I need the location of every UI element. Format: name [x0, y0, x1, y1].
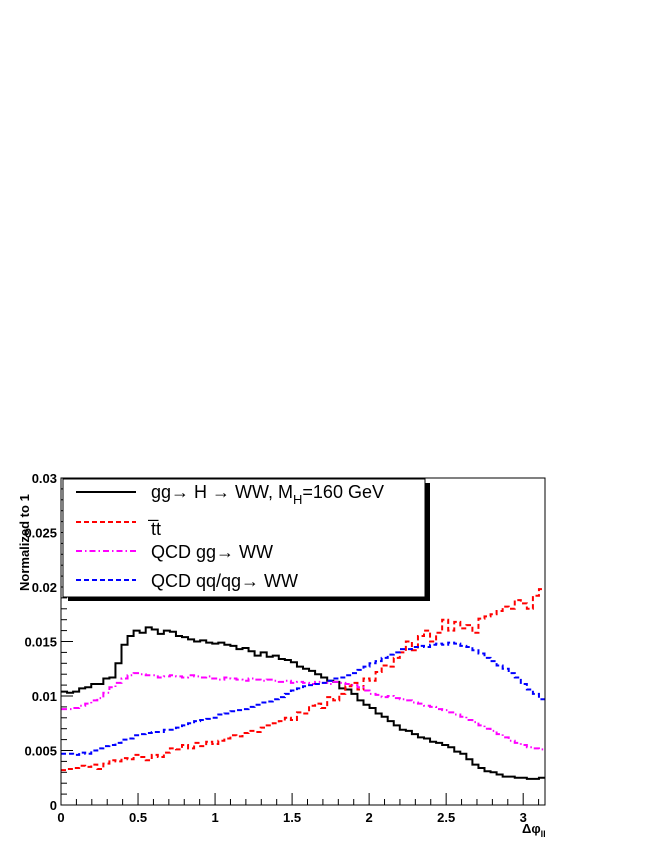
- legend-label-higgs-sub: H: [293, 492, 302, 507]
- y-tick-label: 0: [50, 798, 57, 813]
- legend-label-qcd-gg: QCD gg→ WW: [151, 542, 273, 562]
- series-line-1: [61, 588, 545, 772]
- legend-label-ttbar: t̅t: [147, 519, 161, 539]
- y-tick-label: 0.02: [32, 580, 57, 595]
- x-tick-label: 1: [211, 810, 218, 825]
- y-tick-label: 0.015: [24, 635, 57, 650]
- series-layer: [61, 588, 545, 780]
- y-tick-label: 0.005: [24, 744, 57, 759]
- legend-box: [62, 478, 426, 598]
- legend: gg→ H → WW, MH=160 GeV t̅t QCD gg→ WW QC…: [62, 478, 430, 601]
- tick-labels: 0 0.5 1 1.5 2 2.5 3 0 0.005 0.01 0.015 0.02 0.025 0.0…: [24, 471, 526, 825]
- x-axis-title-sub: ll: [541, 829, 546, 839]
- x-tick-label: 2.5: [437, 810, 455, 825]
- x-tick-label: 2: [366, 810, 373, 825]
- legend-label-higgs: gg→ H → WW, MH=160 GeV: [151, 482, 384, 507]
- series-line-3: [61, 641, 545, 756]
- legend-label-higgs-main: gg→ H → WW, M: [151, 482, 293, 502]
- x-tick-label: 0.5: [129, 810, 147, 825]
- series-line-0: [61, 626, 545, 780]
- x-tick-label: 3: [520, 810, 527, 825]
- y-tick-label: 0.03: [32, 471, 57, 486]
- x-axis-title: Δφll: [522, 821, 546, 839]
- legend-label-qcd-qq: QCD qq/qg→ WW: [151, 571, 298, 591]
- y-tick-label: 0.01: [32, 689, 57, 704]
- x-tick-label: 1.5: [283, 810, 301, 825]
- y-axis-title: Normalized to 1: [17, 494, 32, 591]
- x-axis-title-main: Δφ: [522, 821, 541, 836]
- y-tick-label: 0.025: [24, 526, 57, 541]
- series-line-2: [61, 672, 545, 751]
- legend-label-higgs-tail: =160 GeV: [302, 482, 384, 502]
- x-tick-label: 0: [57, 810, 64, 825]
